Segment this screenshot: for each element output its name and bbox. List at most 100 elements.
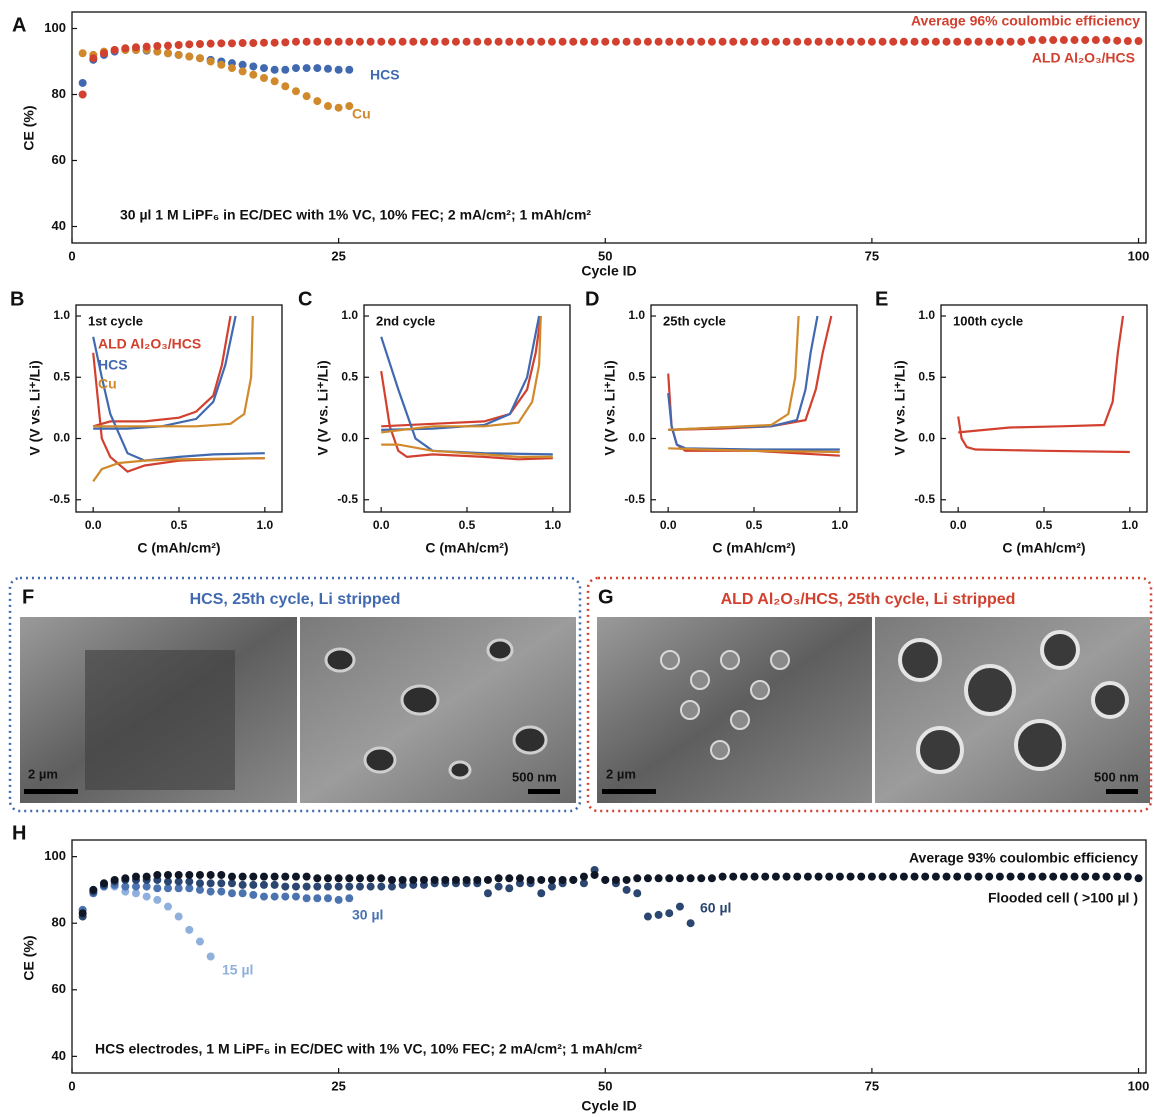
x-tick-label: 25 [331, 248, 345, 263]
data-point [238, 872, 247, 881]
data-point [302, 64, 311, 73]
data-point [985, 872, 994, 881]
data-point [675, 37, 684, 46]
data-point [238, 60, 247, 69]
data-point [174, 884, 183, 893]
y-tick-label: 0.5 [628, 369, 645, 383]
data-point [931, 37, 940, 46]
data-point [334, 895, 343, 904]
y-tick-label: 1.0 [918, 308, 935, 322]
y-tick-label: 60 [52, 152, 66, 167]
data-point [195, 54, 204, 63]
data-point [675, 902, 684, 911]
data-point [78, 49, 87, 58]
data-point [249, 70, 258, 79]
data-point [889, 37, 898, 46]
sem-texture [660, 650, 790, 760]
x-tick-label: 1.0 [831, 518, 848, 532]
data-point [483, 889, 492, 898]
data-point [377, 882, 386, 891]
data-point [1113, 872, 1122, 881]
data-point [291, 872, 300, 881]
x-tick-label: 0 [68, 1078, 75, 1093]
annotation: HCS electrodes, 1 M LiPF₆ in EC/DEC with… [95, 1041, 642, 1057]
y-tick-label: 0.5 [918, 369, 935, 383]
data-point [259, 38, 268, 47]
panel-letter: B [10, 288, 24, 310]
data-point [238, 880, 247, 889]
data-point [1006, 872, 1015, 881]
data-point [142, 882, 151, 891]
data-point [185, 40, 194, 49]
data-point [995, 37, 1004, 46]
data-point [323, 37, 332, 46]
data-point [110, 875, 119, 884]
data-point [611, 37, 620, 46]
data-point [675, 874, 684, 883]
data-point [1091, 872, 1100, 881]
scale-bar [528, 789, 560, 794]
data-point [505, 884, 514, 893]
data-point [686, 919, 695, 928]
data-point [814, 37, 823, 46]
data-point [654, 910, 663, 919]
voltage-curve [92, 315, 265, 483]
data-point [729, 872, 738, 881]
data-point [558, 875, 567, 884]
y-tick-label: -0.5 [914, 492, 935, 506]
data-point [217, 887, 226, 896]
data-point [1027, 36, 1036, 45]
data-point [601, 37, 610, 46]
data-point [281, 82, 290, 91]
data-point [153, 41, 162, 50]
data-point [302, 872, 311, 881]
data-point [1081, 872, 1090, 881]
data-point [793, 872, 802, 881]
data-point [889, 872, 898, 881]
data-point [1123, 872, 1132, 881]
sem-texture [324, 638, 548, 780]
data-point [131, 882, 140, 891]
data-point [206, 870, 215, 879]
y-axis-label: V (V vs. Li⁺/Li) [315, 360, 331, 455]
data-point [142, 872, 151, 881]
chart-panel: -0.5 0.0 0.5 1.0 0.0 0.5 1.0 B 1st cycle C (mAh/c… [10, 288, 283, 556]
y-tick-label: 100 [44, 20, 66, 35]
data-point [707, 874, 716, 883]
data-point [281, 65, 290, 74]
data-point [974, 37, 983, 46]
data-point [654, 37, 663, 46]
data-point [1059, 872, 1068, 881]
data-point [1091, 36, 1100, 45]
data-point [953, 37, 962, 46]
chart-panel: -0.5 0.0 0.5 1.0 0.0 0.5 1.0 C 2nd cycle C (mAh/c… [298, 288, 571, 556]
data-point [590, 870, 599, 879]
data-point [259, 74, 268, 82]
data-point [825, 872, 834, 881]
data-point [729, 37, 738, 46]
chart-panel: 40 60 80 100 0 25 50 75 100 H Cycle ID CE (%) Averag… [12, 822, 1149, 1113]
y-axis-label: V (V vs. Li⁺/Li) [602, 360, 618, 455]
data-point [1123, 37, 1132, 46]
data-point [206, 879, 215, 888]
voltage-curve [957, 315, 1130, 454]
data-point [291, 64, 300, 73]
data-point [281, 882, 290, 891]
panel-title: 100th cycle [953, 313, 1023, 328]
voltage-curve [380, 315, 553, 456]
data-point [323, 64, 332, 73]
voltage-curve [92, 315, 265, 462]
data-point [270, 38, 279, 47]
data-point [398, 875, 407, 884]
y-axis-label: CE (%) [21, 105, 37, 150]
panel-title: 25th cycle [663, 313, 726, 328]
plot-frame [71, 11, 1147, 244]
data-point [963, 872, 972, 881]
data-point [238, 39, 247, 48]
panel-letter: C [298, 288, 312, 310]
data-point [345, 102, 354, 111]
data-point [345, 37, 354, 46]
data-point [99, 879, 108, 888]
data-point [878, 37, 887, 46]
